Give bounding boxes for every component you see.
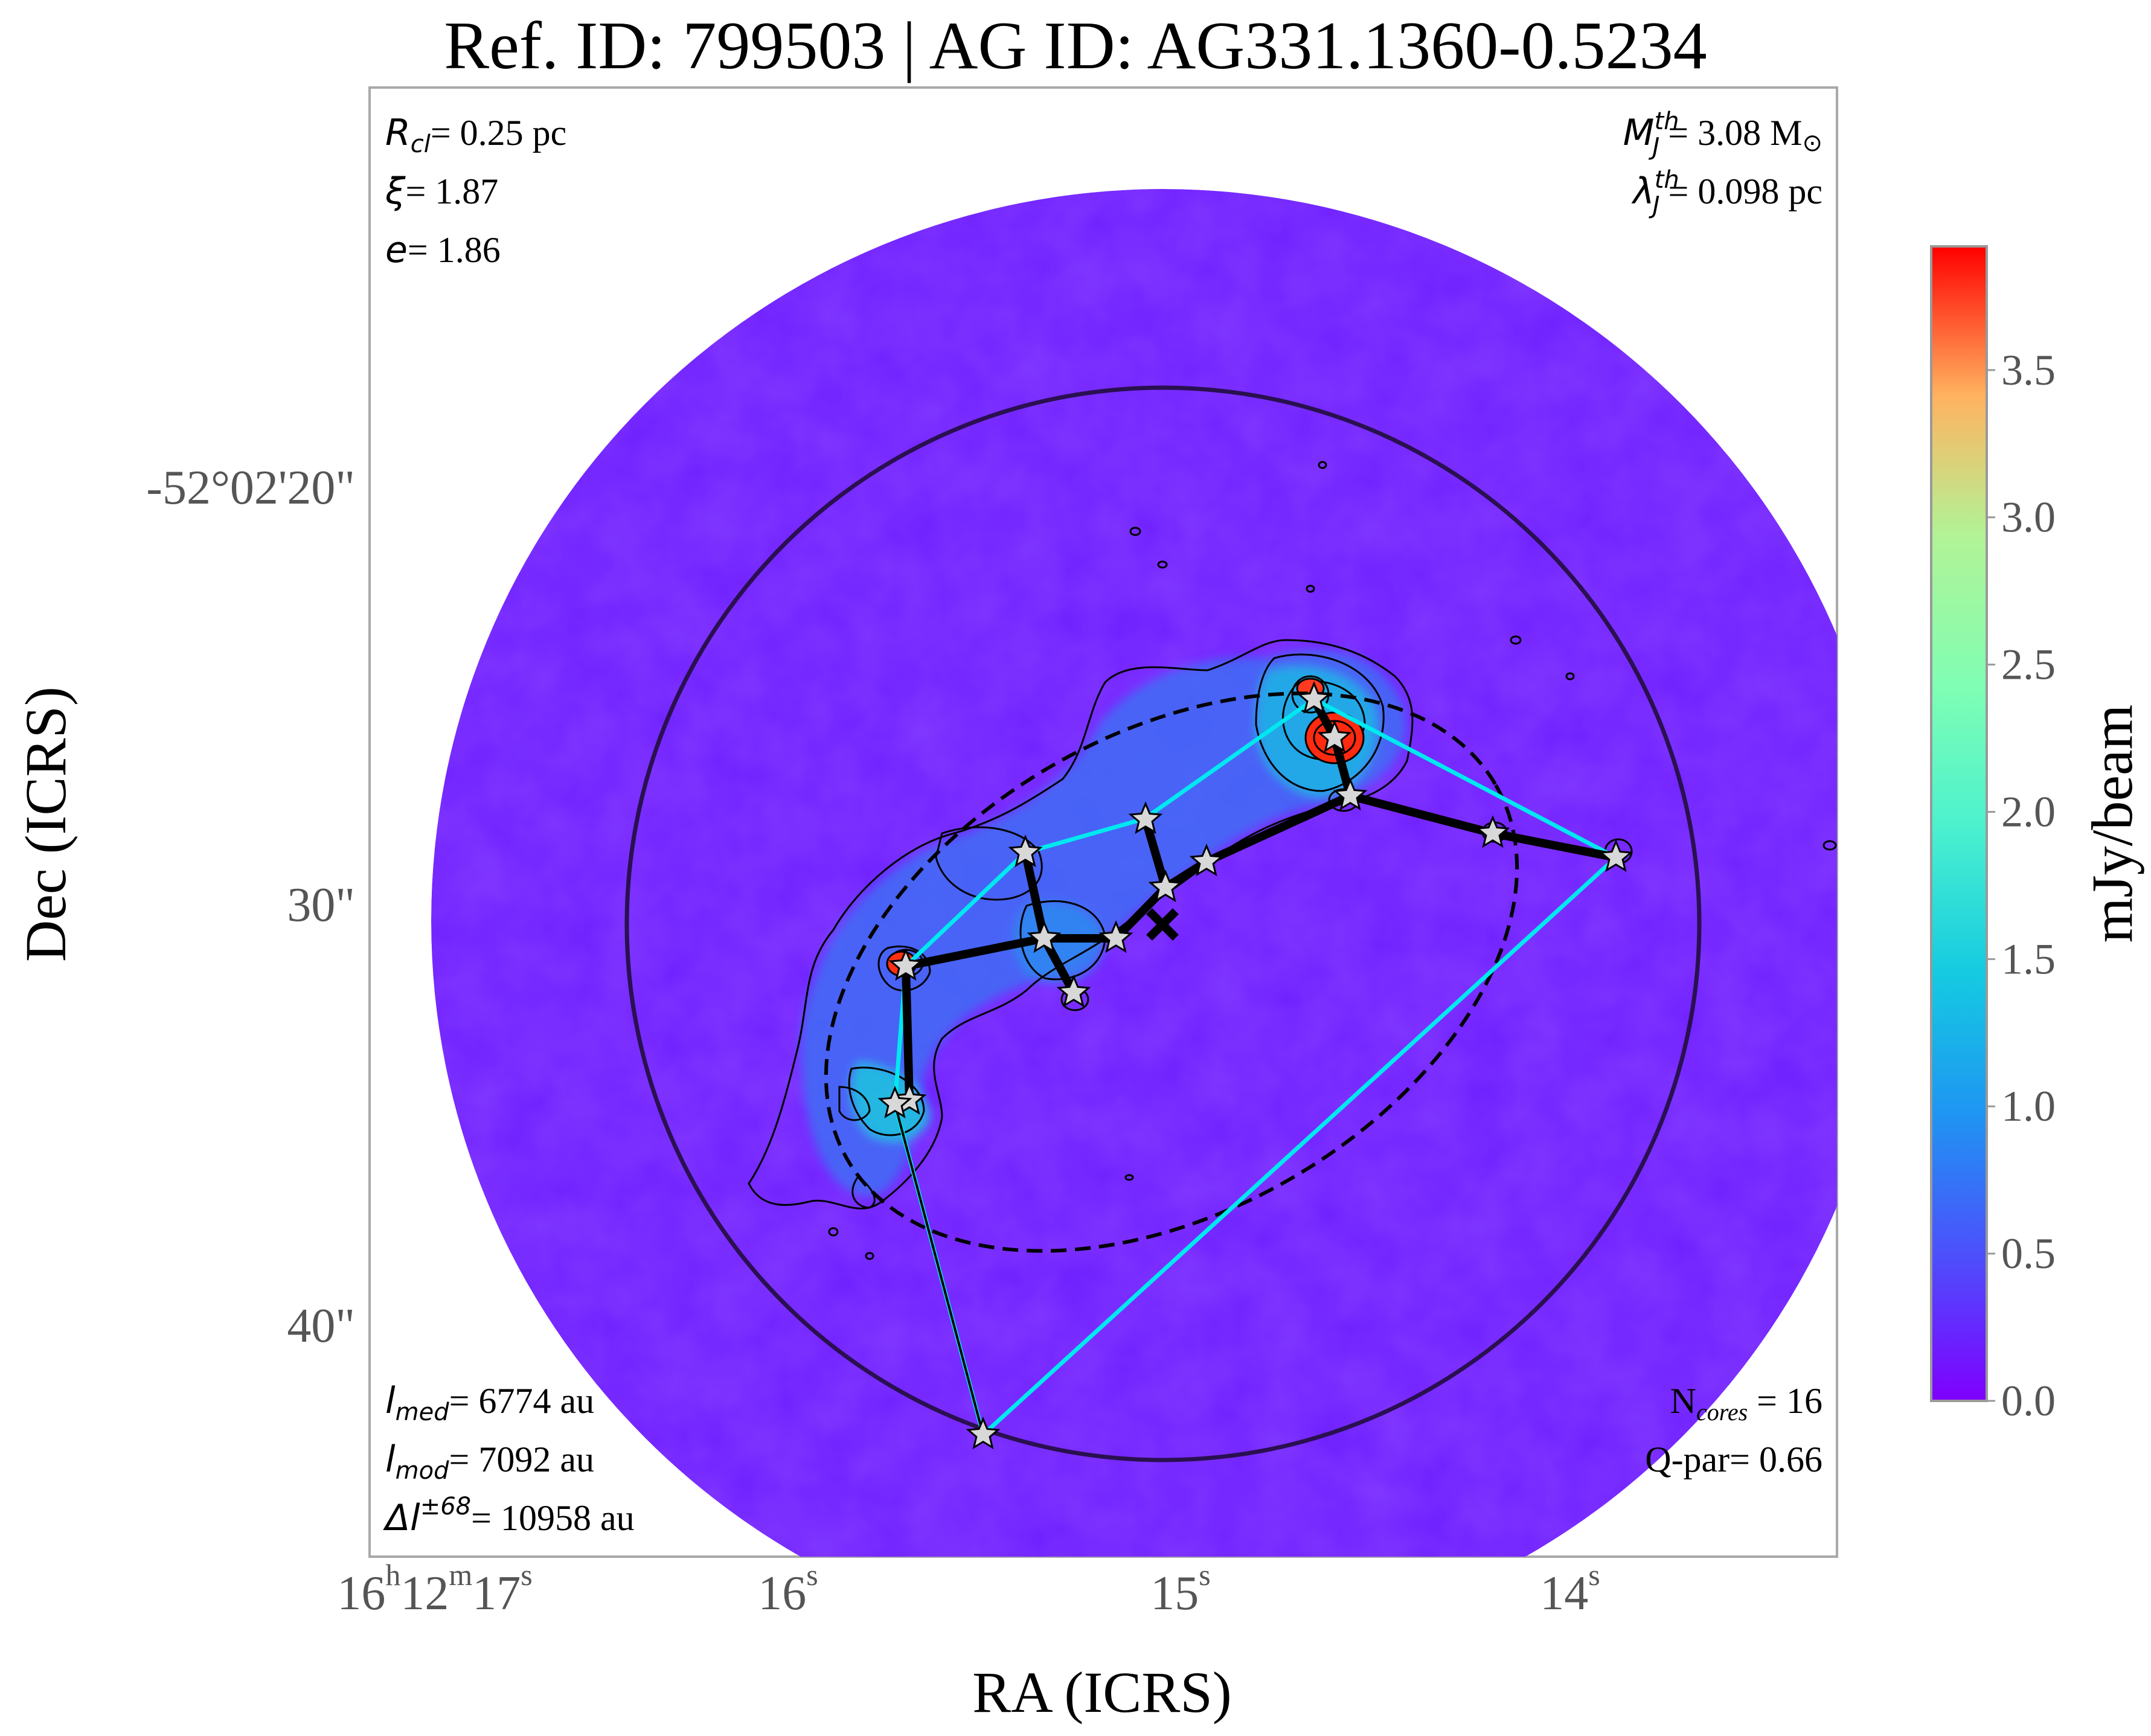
colorbar-tick-label: 1.5 — [2001, 935, 2056, 983]
params-bottom-left: lmed= 6774 au lmod= 7092 au Δl±68= 10958… — [383, 1380, 635, 1539]
param-l-med: lmed= 6774 au — [385, 1380, 594, 1426]
dec-tick-label: -52°02'20" — [146, 461, 355, 514]
colorbar-tick-label: 2.5 — [2001, 641, 2056, 689]
figure-title: Ref. ID: 799503 | AG ID: AG331.1360-0.52… — [444, 8, 1707, 83]
core-star-marker — [1128, 801, 1163, 834]
convex-hull — [893, 697, 1618, 1437]
colorbar-tick-label: 3.5 — [2001, 346, 2056, 394]
ra-tick-labels: 16h12m17s 16s 15s 14s — [337, 1558, 1600, 1620]
dec-tick-label: 40" — [287, 1299, 355, 1353]
core-star-marker — [877, 1086, 912, 1119]
ra-tick-label: 16h12m17s — [337, 1558, 532, 1620]
params-top-left: Rcl= 0.25 pc ξ= 1.87 e= 1.86 — [385, 112, 566, 271]
core-star-marker — [1148, 870, 1183, 903]
params-top-right: Mth J = 3.08 M⊙ λth J = 0.098 pc — [1623, 107, 1822, 219]
core-star-marker — [1056, 975, 1091, 1008]
colorbar: 0.0 0.5 1.0 1.5 2.0 2.5 3.0 3.5 mJy/beam — [1930, 245, 2144, 1425]
core-star-marker — [1475, 815, 1510, 848]
dec-tick-labels: -52°02'20" 30" 40" — [146, 461, 355, 1353]
x-axis-label: RA (ICRS) — [972, 1660, 1231, 1725]
colorbar-tick-label: 1.0 — [2001, 1082, 2056, 1130]
intensity-map — [431, 189, 1837, 1557]
fitted-ellipse — [824, 691, 1519, 1253]
param-xi: ξ= 1.87 — [385, 170, 498, 213]
clump-center-marker — [1146, 908, 1179, 941]
params-bottom-right: Ncores = 16 Q-par= 0.66 — [1645, 1381, 1822, 1479]
colorbar-tick-label: 0.5 — [2001, 1229, 2056, 1278]
core-markers — [877, 681, 1633, 1450]
param-n-cores: Ncores = 16 — [1670, 1381, 1822, 1426]
core-star-marker — [888, 948, 923, 981]
colorbar-tick-label: 2.0 — [2001, 787, 2056, 836]
core-star-marker — [1333, 778, 1368, 811]
y-axis-label: Dec (ICRS) — [13, 687, 78, 962]
colorbar-label: mJy/beam — [2080, 705, 2144, 943]
core-star-marker — [1297, 681, 1332, 714]
core-star-marker — [1598, 839, 1633, 873]
ra-tick-label: 16s — [758, 1558, 818, 1620]
core-star-marker — [966, 1417, 1001, 1450]
mst-thin-link — [894, 1103, 984, 1435]
core-star-marker — [1027, 920, 1062, 953]
core-star-marker — [1189, 844, 1224, 877]
ra-tick-label: 14s — [1540, 1558, 1600, 1620]
colorbar-tick-label: 3.0 — [2001, 493, 2056, 542]
core-star-marker — [1098, 920, 1133, 953]
param-jeans-length: λth J = 0.098 pc — [1631, 166, 1822, 219]
param-e: e= 1.86 — [385, 229, 501, 271]
clump-aperture-circle — [624, 385, 1702, 1462]
param-jeans-mass: Mth J = 3.08 M⊙ — [1623, 107, 1822, 161]
dec-tick-label: 30" — [287, 879, 355, 932]
colorbar-gradient — [1930, 245, 1988, 1402]
param-delta-l: Δl±68= 10958 au — [383, 1493, 635, 1539]
core-star-marker — [1317, 720, 1352, 753]
colorbar-ticks: 0.0 0.5 1.0 1.5 2.0 2.5 3.0 3.5 — [1987, 346, 2056, 1425]
param-r-cl: Rcl= 0.25 pc — [385, 112, 566, 158]
param-q-par: Q-par= 0.66 — [1645, 1440, 1822, 1479]
core-star-marker — [1008, 834, 1043, 868]
ra-tick-label: 15s — [1150, 1558, 1210, 1620]
colorbar-tick-label: 0.0 — [2001, 1377, 2056, 1425]
param-l-mod: lmod= 7092 au — [385, 1438, 594, 1485]
